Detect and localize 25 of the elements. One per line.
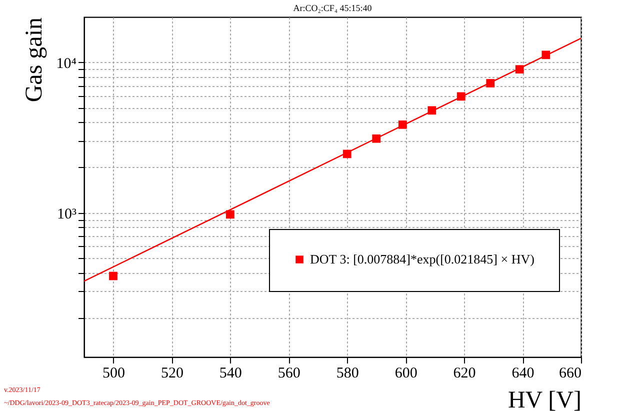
legend-label: DOT 3: [0.007884]*exp([0.021845] × HV) — [310, 252, 534, 266]
x-tick-label: 600 — [394, 366, 418, 382]
x-tick-label: 560 — [278, 366, 300, 382]
x-tick-label: 660 — [559, 366, 582, 382]
chart-title: Ar:CO₂:CF₄ 45:15:40 — [293, 3, 372, 13]
x-tick-label: 640 — [512, 366, 534, 382]
y-axis-title: Gas gain — [21, 18, 48, 102]
x-tick-label: 500 — [102, 366, 125, 382]
x-tick-label: 580 — [336, 366, 359, 382]
point — [342, 150, 352, 158]
x-axis-title: HV [V] — [508, 388, 582, 411]
point — [226, 210, 234, 219]
point — [542, 50, 550, 60]
x-tick-label: 620 — [453, 366, 476, 382]
x-tick-label: 520 — [160, 366, 184, 382]
x-tick-label: 540 — [219, 366, 242, 382]
point — [372, 134, 381, 143]
point — [398, 120, 407, 129]
point — [486, 79, 495, 88]
point — [456, 92, 466, 101]
y-tick-label: 10³ — [57, 206, 77, 222]
point — [428, 106, 436, 115]
point — [515, 65, 524, 74]
point — [109, 272, 118, 280]
y-tick-label: 10⁴ — [56, 56, 76, 72]
